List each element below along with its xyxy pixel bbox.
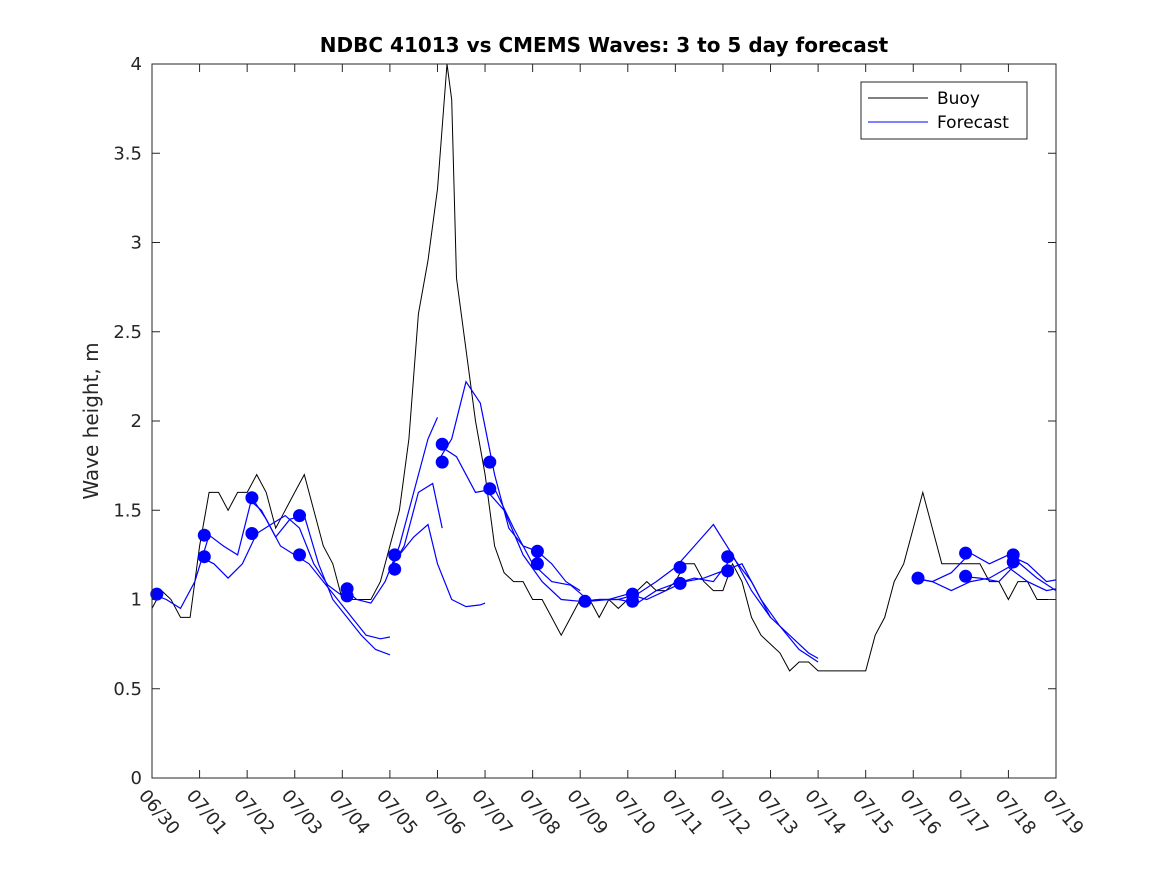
y-tick-label: 4 <box>131 54 142 75</box>
forecast-marker <box>721 550 735 564</box>
forecast-marker <box>673 576 687 590</box>
forecast-marker <box>197 528 211 542</box>
forecast-marker <box>388 548 402 562</box>
legend: Buoy Forecast <box>860 81 1028 140</box>
forecast-marker <box>388 562 402 576</box>
y-tick-label: 2 <box>131 411 142 432</box>
forecast-marker <box>150 587 164 601</box>
y-tick-label: 1 <box>131 590 142 611</box>
forecast-run-line-14 <box>960 561 1057 592</box>
forecast-marker <box>340 589 354 603</box>
forecast-marker <box>578 594 592 608</box>
y-tick-label: 0 <box>131 768 142 789</box>
forecast-run-line-2 <box>246 497 391 656</box>
forecast-marker <box>245 527 259 540</box>
forecast-marker <box>483 482 497 496</box>
forecast-marker <box>959 569 973 583</box>
y-tick-label: 0.5 <box>113 679 142 700</box>
buoy-line <box>151 63 1056 672</box>
forecast-run-line-1 <box>199 514 343 597</box>
legend-forecast-label: Forecast <box>937 113 1009 133</box>
y-tick-label: 3.5 <box>113 143 142 164</box>
forecast-marker <box>1006 555 1020 569</box>
forecast-marker <box>293 509 306 523</box>
forecast-marker <box>530 544 544 558</box>
forecast-run-line-15 <box>913 566 1057 592</box>
forecast-marker <box>721 564 735 578</box>
forecast-marker <box>197 550 211 564</box>
forecast-run-line-12 <box>675 555 819 659</box>
forecast-marker <box>435 455 449 469</box>
buoy-series <box>151 63 1056 672</box>
forecast-marker <box>911 571 925 585</box>
forecast-marker <box>673 560 687 574</box>
forecast-marker <box>435 437 449 451</box>
y-tick-label: 1.5 <box>113 500 142 521</box>
forecast-run-line-7 <box>436 380 581 592</box>
legend-buoy-label: Buoy <box>937 89 980 109</box>
forecast-run-line-13 <box>913 552 1057 583</box>
plot-area <box>152 64 1056 778</box>
forecast-marker <box>245 491 259 505</box>
y-tick-label: 3 <box>131 233 142 254</box>
y-axis-label: Wave height, m <box>79 342 103 499</box>
forecast-run-line-3 <box>294 554 391 640</box>
forecast-marker <box>530 557 544 571</box>
forecast-marker <box>626 594 639 608</box>
forecast-run-line-6 <box>398 523 486 608</box>
chart-title: NDBC 41013 vs CMEMS Waves: 3 to 5 day fo… <box>320 33 889 57</box>
plot-background <box>152 64 1056 778</box>
forecast-marker <box>483 455 497 469</box>
forecast-marker <box>293 548 306 562</box>
y-tick-label: 2.5 <box>113 322 142 343</box>
forecast-marker <box>959 546 973 560</box>
legend-box <box>860 81 1028 140</box>
forecast-markers <box>150 437 1020 608</box>
